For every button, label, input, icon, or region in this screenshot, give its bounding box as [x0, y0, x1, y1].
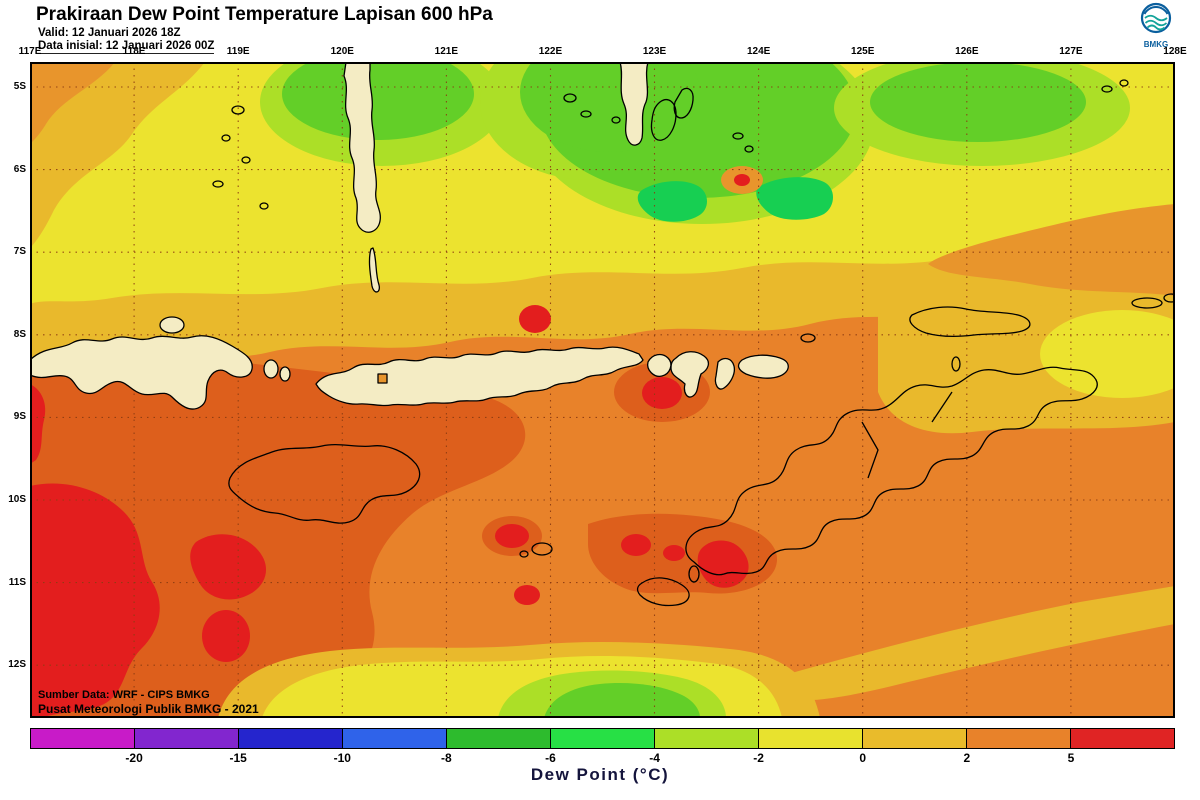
lat-tick-label: 6S — [13, 163, 26, 175]
colorbar-tick-label: 0 — [859, 751, 867, 765]
lon-tick-label: 120E — [330, 46, 354, 57]
colorbar-segment — [31, 729, 135, 748]
lon-tick-label: 121E — [434, 46, 459, 57]
red-extremes — [30, 305, 749, 718]
colorbar-segment — [655, 729, 759, 748]
lat-tick-label: 5S — [13, 81, 26, 92]
colorbar-segment — [863, 729, 967, 748]
lon-tick-label: 126E — [955, 46, 979, 57]
colorbar — [30, 728, 1175, 749]
colorbar-segment — [967, 729, 1071, 748]
lon-tick-label: 125E — [851, 46, 875, 57]
colorbar-segment — [1071, 729, 1174, 748]
colorbar-segment — [759, 729, 863, 748]
data-source-line: Sumber Data: WRF - CIPS BMKG — [38, 689, 210, 701]
bmkg-logo-text: BMKG — [1143, 40, 1169, 49]
valid-time-label: Valid: 12 Januari 2026 18Z — [38, 27, 181, 39]
lon-tick-label: 123E — [642, 46, 667, 57]
lon-tick-label: 124E — [746, 46, 771, 57]
forecast-map — [30, 62, 1175, 718]
colorbar-caption: Dew Point (°C) — [530, 765, 670, 784]
lat-tick-label: 9S — [13, 411, 26, 423]
colorbar-labels: -20 -15 -10 -8 -6 -4 -2 0 2 5 — [30, 751, 1175, 765]
lat-tick-label: 12S — [8, 659, 26, 671]
lat-tick-label: 11S — [8, 576, 26, 588]
colorbar-segment — [551, 729, 655, 748]
colorbar-tick-label: -20 — [125, 751, 143, 765]
lon-tick-label: 127E — [1059, 46, 1083, 57]
lat-tick-label: 7S — [13, 246, 26, 258]
publisher-line: Pusat Meteorologi Publik BMKG - 2021 — [38, 702, 259, 716]
bmkg-logo: BMKG — [1134, 2, 1178, 49]
lon-tick-label: 119E — [226, 46, 250, 57]
colorbar-segment — [343, 729, 447, 748]
colorbar-tick-label: -10 — [333, 751, 351, 765]
map-border — [30, 62, 1175, 718]
temperature-field — [30, 62, 1175, 718]
page-title: Prakiraan Dew Point Temperature Lapisan … — [36, 4, 493, 25]
colorbar-segment — [447, 729, 551, 748]
colorbar-segment — [135, 729, 239, 748]
colorbar-tick-label: -6 — [545, 751, 556, 765]
init-time-label: Data inisial: 12 Januari 2026 00Z — [38, 40, 215, 54]
colorbar-tick-label: -2 — [753, 751, 764, 765]
colorbar-tick-label: -8 — [441, 751, 452, 765]
colorbar-segment — [239, 729, 343, 748]
colorbar-tick-label: -4 — [649, 751, 660, 765]
lon-tick-label: 122E — [538, 46, 563, 57]
colorbar-tick-label: -15 — [229, 751, 247, 765]
bmkg-logo-icon — [1140, 2, 1172, 34]
coastlines — [30, 62, 1175, 607]
colorbar-tick-label: 5 — [1067, 751, 1075, 765]
map-grid — [30, 62, 1175, 718]
colorbar-tick-label: 2 — [963, 751, 971, 765]
forecast-map-svg — [30, 62, 1175, 718]
lat-tick-label: 8S — [13, 328, 26, 340]
lat-tick-label: 10S — [8, 494, 26, 505]
